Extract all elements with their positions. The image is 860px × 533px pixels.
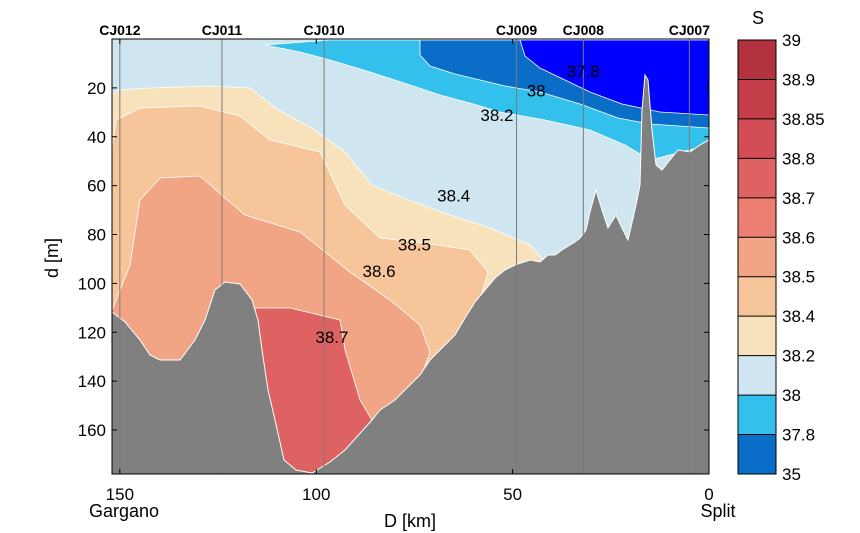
x-tick-label: 50 <box>503 485 522 504</box>
contour-label: 38.7 <box>315 328 348 347</box>
station-label-cj009: CJ009 <box>496 22 537 38</box>
colorbar-swatch <box>738 158 776 198</box>
y-tick-label: 120 <box>78 323 106 342</box>
y-tick-label: 160 <box>78 421 106 440</box>
station-label-cj011: CJ011 <box>202 22 243 38</box>
colorbar-swatch <box>738 276 776 317</box>
colorbar-label: 38.6 <box>782 228 815 247</box>
station-label-cj012: CJ012 <box>99 22 140 38</box>
salinity-fill <box>112 39 709 474</box>
colorbar-label: 38.7 <box>782 189 815 208</box>
contour-label: 38.2 <box>480 106 513 125</box>
x-axis: 150 100 50 0 <box>106 39 714 504</box>
colorbar-label: 38 <box>782 386 801 405</box>
left-end-label: Gargano <box>89 501 159 521</box>
x-tick-label: 150 <box>106 485 134 504</box>
plot-frame <box>111 38 710 475</box>
contour-label: 38.4 <box>437 186 470 205</box>
station-label-cj007: CJ007 <box>669 22 710 38</box>
right-end-label: Split <box>700 501 735 521</box>
y-tick-label: 60 <box>87 177 106 196</box>
colorbar-label: 35 <box>782 465 801 484</box>
x-axis-label: D [km] <box>384 511 436 531</box>
y-tick-label: 140 <box>78 372 106 391</box>
x-tick-label: 100 <box>302 485 330 504</box>
bathymetry <box>112 73 709 474</box>
colorbar-swatch <box>738 434 776 474</box>
station-lines <box>119 39 690 474</box>
colorbar-label: 38.2 <box>782 347 815 366</box>
colorbar-swatch <box>738 237 776 277</box>
y-tick-label: 100 <box>78 274 106 293</box>
colorbar-label: 38.9 <box>782 70 815 89</box>
colorbar-swatch <box>738 395 776 435</box>
colorbar-title: S <box>752 8 764 28</box>
contour-labels: 37.8 38 38.2 38.4 38.538.6 38.7 <box>315 62 599 347</box>
contour-label: 38 <box>527 81 546 100</box>
colorbar: 39 38.9 38.85 38.8 38.7 38.6 38.5 38.4 38.2 38 37.… <box>737 31 825 484</box>
station-labels: CJ012 CJ011 CJ010 CJ009 CJ008 CJ007 <box>99 22 710 38</box>
colorbar-swatch <box>738 316 776 356</box>
contour-label: 38.5 <box>398 235 431 254</box>
station-label-cj010: CJ010 <box>303 22 344 38</box>
y-tick-label: 80 <box>87 226 106 245</box>
colorbar-label: 38.85 <box>782 110 825 129</box>
station-label-cj008: CJ008 <box>563 22 604 38</box>
colorbar-swatch <box>738 40 776 80</box>
colorbar-label: 39 <box>782 31 801 50</box>
colorbar-swatch <box>738 197 776 238</box>
colorbar-swatch <box>738 118 776 159</box>
colorbar-label: 38.4 <box>782 307 815 326</box>
y-axis-label: d [m] <box>42 238 62 278</box>
contour-label: 38.6 <box>363 262 396 281</box>
contour-label: 37.8 <box>567 62 600 81</box>
y-axis: 20 40 60 80 100 120 140 160 <box>78 79 709 440</box>
salinity-region-38-7 <box>254 307 373 474</box>
y-tick-label: 40 <box>87 128 106 147</box>
colorbar-label: 38.8 <box>782 149 815 168</box>
y-tick-label: 20 <box>87 79 106 98</box>
colorbar-swatch <box>738 79 776 119</box>
x-tick-label: 0 <box>704 485 713 504</box>
colorbar-label: 38.5 <box>782 268 815 287</box>
colorbar-label: 37.8 <box>782 426 815 445</box>
colorbar-swatch <box>738 355 776 396</box>
salinity-region-35 <box>519 39 709 116</box>
